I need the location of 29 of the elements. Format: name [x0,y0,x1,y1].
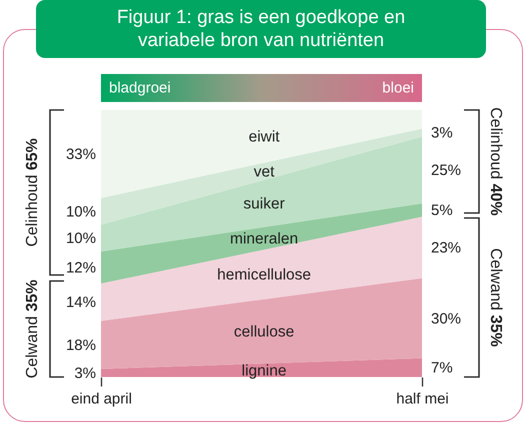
data-label: 3% [74,364,96,382]
series-label: mineralen [230,230,298,248]
data-label: 18% [66,336,96,354]
text: bladgroei [109,80,171,96]
chart-title: Figuur 1: gras is een goedkope en variabele bron van nutriënten [116,6,406,52]
series-label: lignine [242,362,286,380]
data-label: 23% [431,240,462,257]
data-label: 5% [431,202,453,220]
series-label: vet [254,163,276,180]
series-label: suiker [243,196,285,213]
series-label: hemicellulose [217,266,312,284]
x-tick-label: eind april [71,390,132,408]
data-label: 14% [66,294,96,312]
annotation: Celwand 35% [24,280,40,378]
x-tick-label: half mei [396,390,449,408]
text: bloei [382,80,414,96]
series-label: cellulose [234,323,294,340]
annotation: Celinhoud 65% [24,138,40,247]
data-label: 10% [66,230,96,248]
annotation: Celwand 35% [488,248,504,347]
annotation: Celinhoud 40% [488,107,504,216]
data-label: 3% [431,124,453,142]
data-label: 25% [431,162,462,180]
data-label: 30% [431,310,462,328]
data-label: 7% [431,360,453,377]
data-label: 10% [66,203,96,220]
data-label: 33% [66,146,96,164]
series-label: eiwit [248,128,280,146]
data-label: 12% [66,260,96,277]
